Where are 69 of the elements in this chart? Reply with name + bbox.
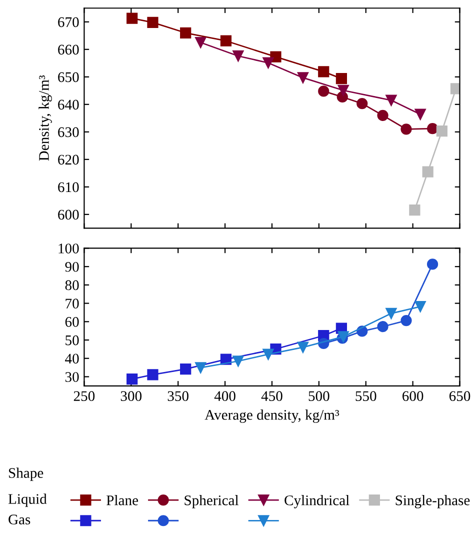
point bbox=[180, 363, 192, 375]
point bbox=[426, 123, 438, 134]
y-tick-label: 40 bbox=[65, 354, 79, 364]
point bbox=[414, 301, 426, 312]
point bbox=[297, 342, 309, 353]
y-tick-label: 30 bbox=[65, 372, 79, 382]
x-tick-label: 300 bbox=[120, 391, 142, 402]
y-tick-label: 610 bbox=[58, 182, 79, 192]
point bbox=[318, 86, 330, 97]
y-tick-label: 620 bbox=[58, 154, 79, 165]
point bbox=[450, 83, 460, 94]
point bbox=[436, 126, 448, 137]
x-tick-label: 600 bbox=[402, 391, 424, 402]
point bbox=[232, 356, 244, 367]
point bbox=[297, 72, 309, 84]
point bbox=[195, 362, 206, 374]
x-tick-label: 650 bbox=[449, 391, 470, 402]
point bbox=[336, 72, 348, 84]
point bbox=[426, 258, 438, 270]
point bbox=[400, 315, 412, 326]
point bbox=[414, 108, 426, 120]
y-tick-label: 50 bbox=[66, 335, 79, 346]
y-tick-label: 650 bbox=[58, 72, 79, 82]
point bbox=[377, 110, 388, 121]
point bbox=[262, 348, 274, 360]
y-tick-label: 640 bbox=[58, 100, 79, 110]
y-tick-label: 100 bbox=[58, 244, 79, 254]
point bbox=[262, 57, 274, 68]
legend-label: Cylindrical bbox=[284, 495, 350, 508]
point bbox=[180, 27, 192, 38]
point bbox=[409, 204, 420, 216]
legend-title: Shape bbox=[8, 468, 44, 481]
point bbox=[147, 16, 158, 28]
point bbox=[126, 374, 138, 385]
legend-label: Single-phase bbox=[396, 495, 470, 508]
x-tick-label: 450 bbox=[261, 391, 282, 402]
point bbox=[232, 50, 244, 62]
x-axis-title: Average density, kg/m³ bbox=[204, 410, 340, 423]
point bbox=[195, 36, 206, 48]
point bbox=[270, 51, 282, 62]
x-tick-label: 500 bbox=[308, 391, 330, 402]
x-tick-label: 400 bbox=[214, 391, 236, 402]
legend-label: Plane bbox=[106, 495, 138, 506]
point bbox=[147, 369, 158, 380]
x-tick-label: 550 bbox=[356, 391, 376, 402]
y-tick-label: 90 bbox=[65, 262, 79, 272]
y-axis-title: Density, kg/m³ bbox=[38, 75, 52, 161]
text: Gas bbox=[8, 514, 30, 524]
y-tick-label: 70 bbox=[66, 298, 79, 309]
point bbox=[126, 12, 138, 24]
x-tick-label: 250 bbox=[74, 391, 95, 402]
point bbox=[422, 166, 434, 178]
y-tick-label: 670 bbox=[58, 17, 79, 28]
point bbox=[356, 98, 368, 110]
text: Liquid bbox=[8, 494, 47, 507]
y-tick-label: 660 bbox=[58, 44, 79, 55]
x-tick-label: 350 bbox=[168, 391, 188, 402]
point bbox=[318, 66, 330, 78]
point bbox=[377, 321, 388, 332]
point bbox=[338, 84, 349, 96]
point bbox=[220, 35, 232, 46]
point bbox=[400, 124, 412, 135]
y-tick-label: 630 bbox=[58, 127, 79, 138]
y-tick-label: 80 bbox=[65, 280, 79, 290]
y-tick-label: 600 bbox=[58, 210, 79, 220]
point bbox=[386, 308, 397, 319]
point bbox=[386, 94, 397, 106]
y-tick-label: 60 bbox=[65, 317, 79, 327]
legend-label: Spherical bbox=[184, 495, 239, 508]
